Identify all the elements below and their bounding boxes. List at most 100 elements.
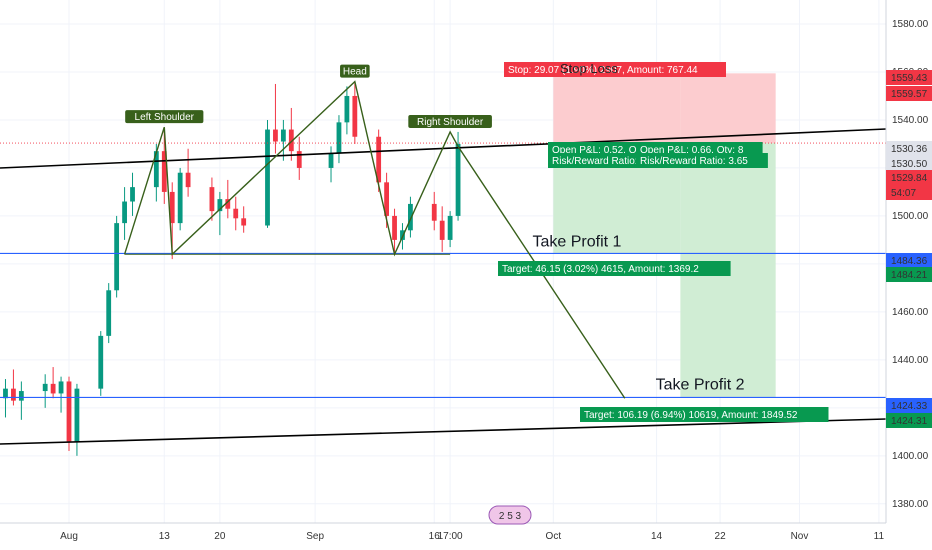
risk-reward-1: Risk/Reward Ratio: 1. xyxy=(552,156,649,167)
candles xyxy=(3,81,461,456)
candle-body xyxy=(408,203,413,231)
candle-body xyxy=(177,172,183,224)
y-tick-label: 1500.00 xyxy=(892,211,929,222)
price-label: 1529.84 xyxy=(891,173,928,184)
lower-channel-line xyxy=(0,418,887,445)
take-profit-2-label: Take Profit 2 xyxy=(656,376,745,393)
price-label-box xyxy=(886,141,932,156)
candle-body xyxy=(455,143,461,216)
price-label-box xyxy=(886,170,932,185)
price-label-box xyxy=(886,398,932,413)
pattern-label: Left Shoulder xyxy=(135,112,195,123)
x-tick-label: 11 xyxy=(874,531,885,542)
x-tick-label: 22 xyxy=(715,531,727,542)
target-1-text: Target: 46.15 (3.02%) 4615, Amount: 1369… xyxy=(502,264,699,275)
candle-body xyxy=(352,95,358,137)
candle-body xyxy=(42,383,48,392)
x-tick-label: 14 xyxy=(651,531,663,542)
stop-order-text-box xyxy=(504,62,726,77)
take-profit-1-label: Take Profit 1 xyxy=(533,233,622,250)
y-tick-label: 1580.00 xyxy=(892,19,929,30)
y-tick-label: 1440.00 xyxy=(892,355,929,366)
candle-body xyxy=(392,215,397,240)
x-tick-label: Nov xyxy=(791,531,809,542)
price-label: 1530.50 xyxy=(891,159,928,170)
x-tick-label: 16 xyxy=(429,531,441,542)
price-label: 1559.43 xyxy=(891,73,928,84)
price-label-box xyxy=(886,86,932,101)
candle-body xyxy=(439,220,445,240)
price-label: 1530.36 xyxy=(891,144,928,155)
candle-body xyxy=(288,129,294,152)
candle-body xyxy=(153,151,159,188)
price-label: 54:07 xyxy=(891,188,916,199)
stop-order-text: Stop: 29.07 (1.90%) 2907, Amount: 767.44 xyxy=(508,65,698,76)
price-label: 1484.21 xyxy=(891,270,928,281)
stop-loss-zone xyxy=(553,73,681,144)
candle-body xyxy=(50,383,56,394)
x-tick-label: Aug xyxy=(60,531,78,542)
pattern-label: Head xyxy=(343,67,367,78)
price-label-box xyxy=(886,156,932,171)
candle-body xyxy=(11,388,16,401)
candle-body xyxy=(74,388,80,442)
candle-body xyxy=(185,172,191,188)
calendar-badge xyxy=(488,505,532,525)
candle-body xyxy=(241,218,247,226)
candle-body xyxy=(217,199,223,212)
head-shoulders-path xyxy=(123,80,626,399)
price-label-box xyxy=(886,267,932,282)
price-label-box xyxy=(886,185,932,200)
candle-body xyxy=(106,290,112,336)
x-tick-label: Sep xyxy=(306,531,324,542)
price-label-box xyxy=(886,70,932,85)
target-2-text: Target: 106.19 (6.94%) 10619, Amount: 18… xyxy=(584,410,798,421)
x-tick-label: Oct xyxy=(546,531,562,542)
candle-body xyxy=(296,151,302,168)
pattern-label-box xyxy=(340,64,370,78)
target-1-text-box xyxy=(498,261,731,276)
candle-body xyxy=(265,129,270,226)
target-2-text-box xyxy=(580,407,829,422)
x-tick-label: 20 xyxy=(214,531,226,542)
pattern-labels: Left Shoulder Head Right Shoulder Take Prof… xyxy=(125,61,829,422)
candle-body xyxy=(328,153,334,168)
candle-body xyxy=(400,230,405,240)
candle-body xyxy=(273,129,278,142)
candle-body xyxy=(66,381,72,442)
candle-body xyxy=(376,136,382,183)
price-label-box xyxy=(886,413,932,428)
price-label: 1424.33 xyxy=(891,401,928,412)
stop-loss-zone xyxy=(680,73,776,144)
candle-body xyxy=(336,122,342,154)
open-pl-2: Open P&L: 0.66, Qty: 8 xyxy=(640,145,744,156)
stop-loss-label: Stop Loss xyxy=(560,61,618,76)
price-label: 1559.57 xyxy=(891,89,928,100)
candle-body xyxy=(3,388,8,399)
y-tick-label: 1540.00 xyxy=(892,115,929,126)
candle-body xyxy=(161,151,167,192)
candle-body xyxy=(130,187,135,202)
price-label: 1424.31 xyxy=(891,416,928,427)
open-pl-1: Open P&L: 0.52, Qty: xyxy=(552,145,647,156)
candle-body xyxy=(169,191,175,224)
candle-body xyxy=(344,95,350,123)
y-tick-label: 1400.00 xyxy=(892,451,929,462)
candle-body xyxy=(280,129,286,142)
candle-body xyxy=(98,335,104,389)
candle-body xyxy=(233,208,239,219)
y-tick-label: 1460.00 xyxy=(892,307,929,318)
pattern-label-box xyxy=(125,110,204,124)
candle-body xyxy=(209,187,215,212)
x-tick-label: 13 xyxy=(159,531,171,542)
x-tick-label: 17:00 xyxy=(438,531,463,542)
risk-reward-2-box xyxy=(636,153,768,168)
pattern-label-box xyxy=(408,114,492,128)
candle-body xyxy=(114,223,120,291)
price-label: 1484.36 xyxy=(891,256,928,267)
candle-body xyxy=(122,201,127,224)
candle-body xyxy=(225,199,231,209)
risk-reward-2: Risk/Reward Ratio: 3.65 xyxy=(640,156,748,167)
